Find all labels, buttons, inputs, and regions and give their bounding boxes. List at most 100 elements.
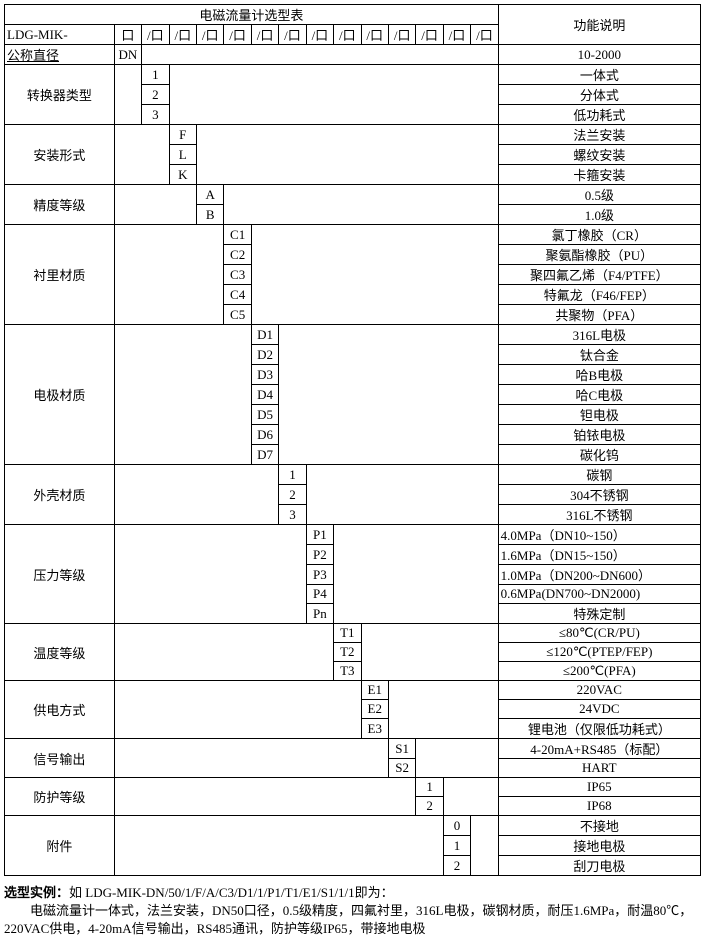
code-slot: /口 — [334, 25, 361, 45]
desc-header: 功能说明 — [498, 5, 700, 45]
example-footer: 选型实例：如 LDG-MIK-DN/50/1/F/A/C3/D1/1/P1/T1… — [4, 884, 701, 939]
option-desc: 24VDC — [498, 700, 700, 719]
option-code: 0 — [443, 816, 470, 836]
option-code: P1 — [306, 525, 333, 545]
code-slot: /口 — [443, 25, 470, 45]
category-label: 电极材质 — [5, 325, 115, 465]
option-code: A — [196, 185, 223, 205]
option-code: D1 — [251, 325, 278, 345]
option-desc: 碳化钨 — [498, 445, 700, 465]
option-code: T2 — [334, 643, 361, 662]
option-code: 3 — [142, 105, 169, 125]
option-code: E2 — [361, 700, 388, 719]
option-desc: 1.6MPa（DN15~150） — [498, 545, 700, 565]
option-desc: 共聚物（PFA） — [498, 305, 700, 325]
option-code: 1 — [416, 778, 443, 797]
option-code: D3 — [251, 365, 278, 385]
option-desc: 碳钢 — [498, 465, 700, 485]
option-desc: 4-20mA+RS485（标配） — [498, 739, 700, 759]
option-desc: HART — [498, 759, 700, 778]
option-code: L — [169, 145, 196, 165]
option-desc: IP65 — [498, 778, 700, 797]
code-slot: /口 — [251, 25, 278, 45]
option-desc: 接地电极 — [498, 836, 700, 856]
option-desc: 锂电池（仅限低功耗式） — [498, 719, 700, 739]
option-desc: 316L不锈钢 — [498, 505, 700, 525]
option-code: C1 — [224, 225, 251, 245]
option-desc: 哈C电极 — [498, 385, 700, 405]
option-desc: 特殊定制 — [498, 604, 700, 624]
option-desc: 分体式 — [498, 85, 700, 105]
option-code: K — [169, 165, 196, 185]
code-slot: /口 — [279, 25, 306, 45]
option-desc: 哈B电极 — [498, 365, 700, 385]
model-prefix: LDG-MIK- — [5, 25, 115, 45]
option-code: DN — [114, 45, 141, 65]
option-desc: 特氟龙（F46/FEP） — [498, 285, 700, 305]
option-desc: 1.0MPa（DN200~DN600） — [498, 565, 700, 585]
option-code: C2 — [224, 245, 251, 265]
option-code: P3 — [306, 565, 333, 585]
option-code: D6 — [251, 425, 278, 445]
option-code: C4 — [224, 285, 251, 305]
category-label: 转换器类型 — [5, 65, 115, 125]
option-code: E1 — [361, 681, 388, 700]
selection-table: 电磁流量计选型表功能说明LDG-MIK-口/口/口/口/口/口/口/口/口/口/… — [4, 4, 701, 876]
option-desc: 1.0级 — [498, 205, 700, 225]
option-code: 2 — [443, 856, 470, 876]
option-desc: 304不锈钢 — [498, 485, 700, 505]
option-desc: ≤120℃(PTEP/FEP) — [498, 643, 700, 662]
code-slot: /口 — [416, 25, 443, 45]
option-desc: ≤200℃(PFA) — [498, 662, 700, 681]
option-desc: 铂铱电极 — [498, 425, 700, 445]
category-label: 压力等级 — [5, 525, 115, 624]
category-label: 精度等级 — [5, 185, 115, 225]
option-code: 2 — [142, 85, 169, 105]
table-title: 电磁流量计选型表 — [5, 5, 499, 25]
option-desc: 氯丁橡胶（CR） — [498, 225, 700, 245]
option-desc: 0.6MPa(DN700~DN2000) — [498, 585, 700, 604]
option-desc: 钽电极 — [498, 405, 700, 425]
category-label: 温度等级 — [5, 624, 115, 681]
option-code: B — [196, 205, 223, 225]
option-desc: 0.5级 — [498, 185, 700, 205]
category-label: 防护等级 — [5, 778, 115, 816]
category-label: 公称直径 — [5, 45, 115, 65]
code-slot: /口 — [169, 25, 196, 45]
option-code: S1 — [388, 739, 415, 759]
option-desc: 聚四氟乙烯（F4/PTFE） — [498, 265, 700, 285]
option-code: 1 — [443, 836, 470, 856]
option-code: D5 — [251, 405, 278, 425]
option-desc: 4.0MPa（DN10~150） — [498, 525, 700, 545]
option-code: S2 — [388, 759, 415, 778]
category-label: 信号输出 — [5, 739, 115, 778]
option-code: T1 — [334, 624, 361, 643]
example-code: 如 LDG-MIK-DN/50/1/F/A/C3/D1/1/P1/T1/E1/S… — [69, 885, 394, 900]
example-label: 选型实例： — [4, 885, 69, 900]
option-code: P4 — [306, 585, 333, 604]
option-desc: ≤80℃(CR/PU) — [498, 624, 700, 643]
option-desc: 聚氨酯橡胶（PU） — [498, 245, 700, 265]
option-code: 1 — [279, 465, 306, 485]
option-desc: 不接地 — [498, 816, 700, 836]
option-code: D2 — [251, 345, 278, 365]
example-desc: 电磁流量计一体式，法兰安装，DN50口径，0.5级精度，四氟衬里，316L电极，… — [4, 902, 701, 938]
category-label: 衬里材质 — [5, 225, 115, 325]
category-label: 附件 — [5, 816, 115, 876]
option-code: E3 — [361, 719, 388, 739]
option-code: C3 — [224, 265, 251, 285]
option-desc: 法兰安装 — [498, 125, 700, 145]
option-code: P2 — [306, 545, 333, 565]
category-label: 外壳材质 — [5, 465, 115, 525]
option-desc: 低功耗式 — [498, 105, 700, 125]
code-slot: /口 — [361, 25, 388, 45]
option-code: D4 — [251, 385, 278, 405]
category-label: 供电方式 — [5, 681, 115, 739]
code-slot: /口 — [388, 25, 415, 45]
option-code: 2 — [279, 485, 306, 505]
code-slot: /口 — [306, 25, 333, 45]
option-code: 1 — [142, 65, 169, 85]
option-code: Pn — [306, 604, 333, 624]
option-desc: 卡箍安装 — [498, 165, 700, 185]
code-slot: /口 — [224, 25, 251, 45]
